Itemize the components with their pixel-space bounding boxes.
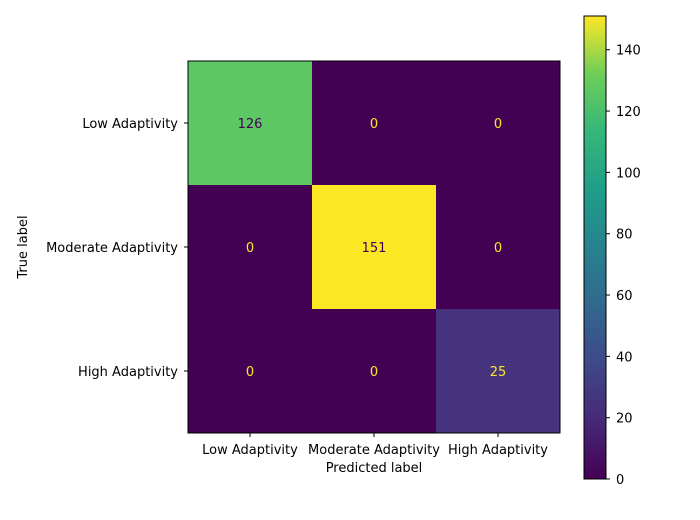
colorbar-tick-label: 80 xyxy=(616,228,633,243)
y-tick-label: Moderate Adaptivity xyxy=(46,241,178,256)
x-axis-label: Predicted label xyxy=(326,461,423,476)
cell-value-label: 0 xyxy=(246,241,254,256)
cell-value-label: 0 xyxy=(370,365,378,380)
matrix-cell xyxy=(312,61,436,185)
colorbar-tick-label: 40 xyxy=(616,350,633,365)
x-tick-label: High Adaptivity xyxy=(448,443,548,458)
matrix-cell xyxy=(436,185,560,309)
colorbar-tick-label: 140 xyxy=(616,44,641,59)
matrix-cell xyxy=(188,185,312,309)
colorbar-tick-label: 100 xyxy=(616,166,641,181)
y-tick-label: Low Adaptivity xyxy=(82,117,178,132)
matrix-cell xyxy=(188,309,312,433)
colorbar-tick-label: 20 xyxy=(616,412,633,427)
matrix-cells: 126 0 0 0 151 0 0 0 25 xyxy=(188,61,560,433)
colorbar-tick-label: 60 xyxy=(616,289,633,304)
matrix-cell xyxy=(312,185,436,309)
x-axis-ticks: Low Adaptivity Moderate Adaptivity High Ad… xyxy=(202,433,548,458)
cell-value-label: 0 xyxy=(494,117,502,132)
cell-value-label: 0 xyxy=(494,241,502,256)
matrix-cell xyxy=(312,309,436,433)
matrix-cell xyxy=(436,309,560,433)
y-axis-ticks: Low Adaptivity Moderate Adaptivity High Ad… xyxy=(46,117,188,380)
matrix-cell xyxy=(436,61,560,185)
colorbar-ticks: 0 20 40 60 80 100 120 140 xyxy=(606,44,641,488)
cell-value-label: 0 xyxy=(246,365,254,380)
colorbar xyxy=(583,15,607,480)
cell-value-label: 151 xyxy=(362,241,387,256)
x-tick-label: Low Adaptivity xyxy=(202,443,298,458)
cell-value-label: 126 xyxy=(238,117,263,132)
y-axis-label: True label xyxy=(16,215,31,279)
colorbar-tick-label: 0 xyxy=(616,473,624,488)
matrix-cell xyxy=(188,61,312,185)
colorbar-tick-label: 120 xyxy=(616,105,641,120)
cell-value-label: 25 xyxy=(490,365,507,380)
y-tick-label: High Adaptivity xyxy=(78,365,178,380)
cell-value-label: 0 xyxy=(370,117,378,132)
x-tick-label: Moderate Adaptivity xyxy=(308,443,440,458)
